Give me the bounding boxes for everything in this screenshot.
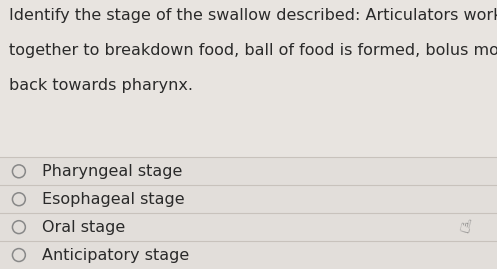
Text: ☝: ☝ <box>457 217 473 238</box>
Text: Identify the stage of the swallow described: Articulators work: Identify the stage of the swallow descri… <box>9 8 497 23</box>
Text: Pharyngeal stage: Pharyngeal stage <box>42 164 182 179</box>
Text: back towards pharynx.: back towards pharynx. <box>9 78 193 93</box>
Text: together to breakdown food, ball of food is formed, bolus moves: together to breakdown food, ball of food… <box>9 43 497 58</box>
Bar <box>0 157 497 269</box>
Text: Oral stage: Oral stage <box>42 220 126 235</box>
Bar <box>0 0 497 157</box>
Text: Esophageal stage: Esophageal stage <box>42 192 185 207</box>
Text: Anticipatory stage: Anticipatory stage <box>42 247 189 263</box>
